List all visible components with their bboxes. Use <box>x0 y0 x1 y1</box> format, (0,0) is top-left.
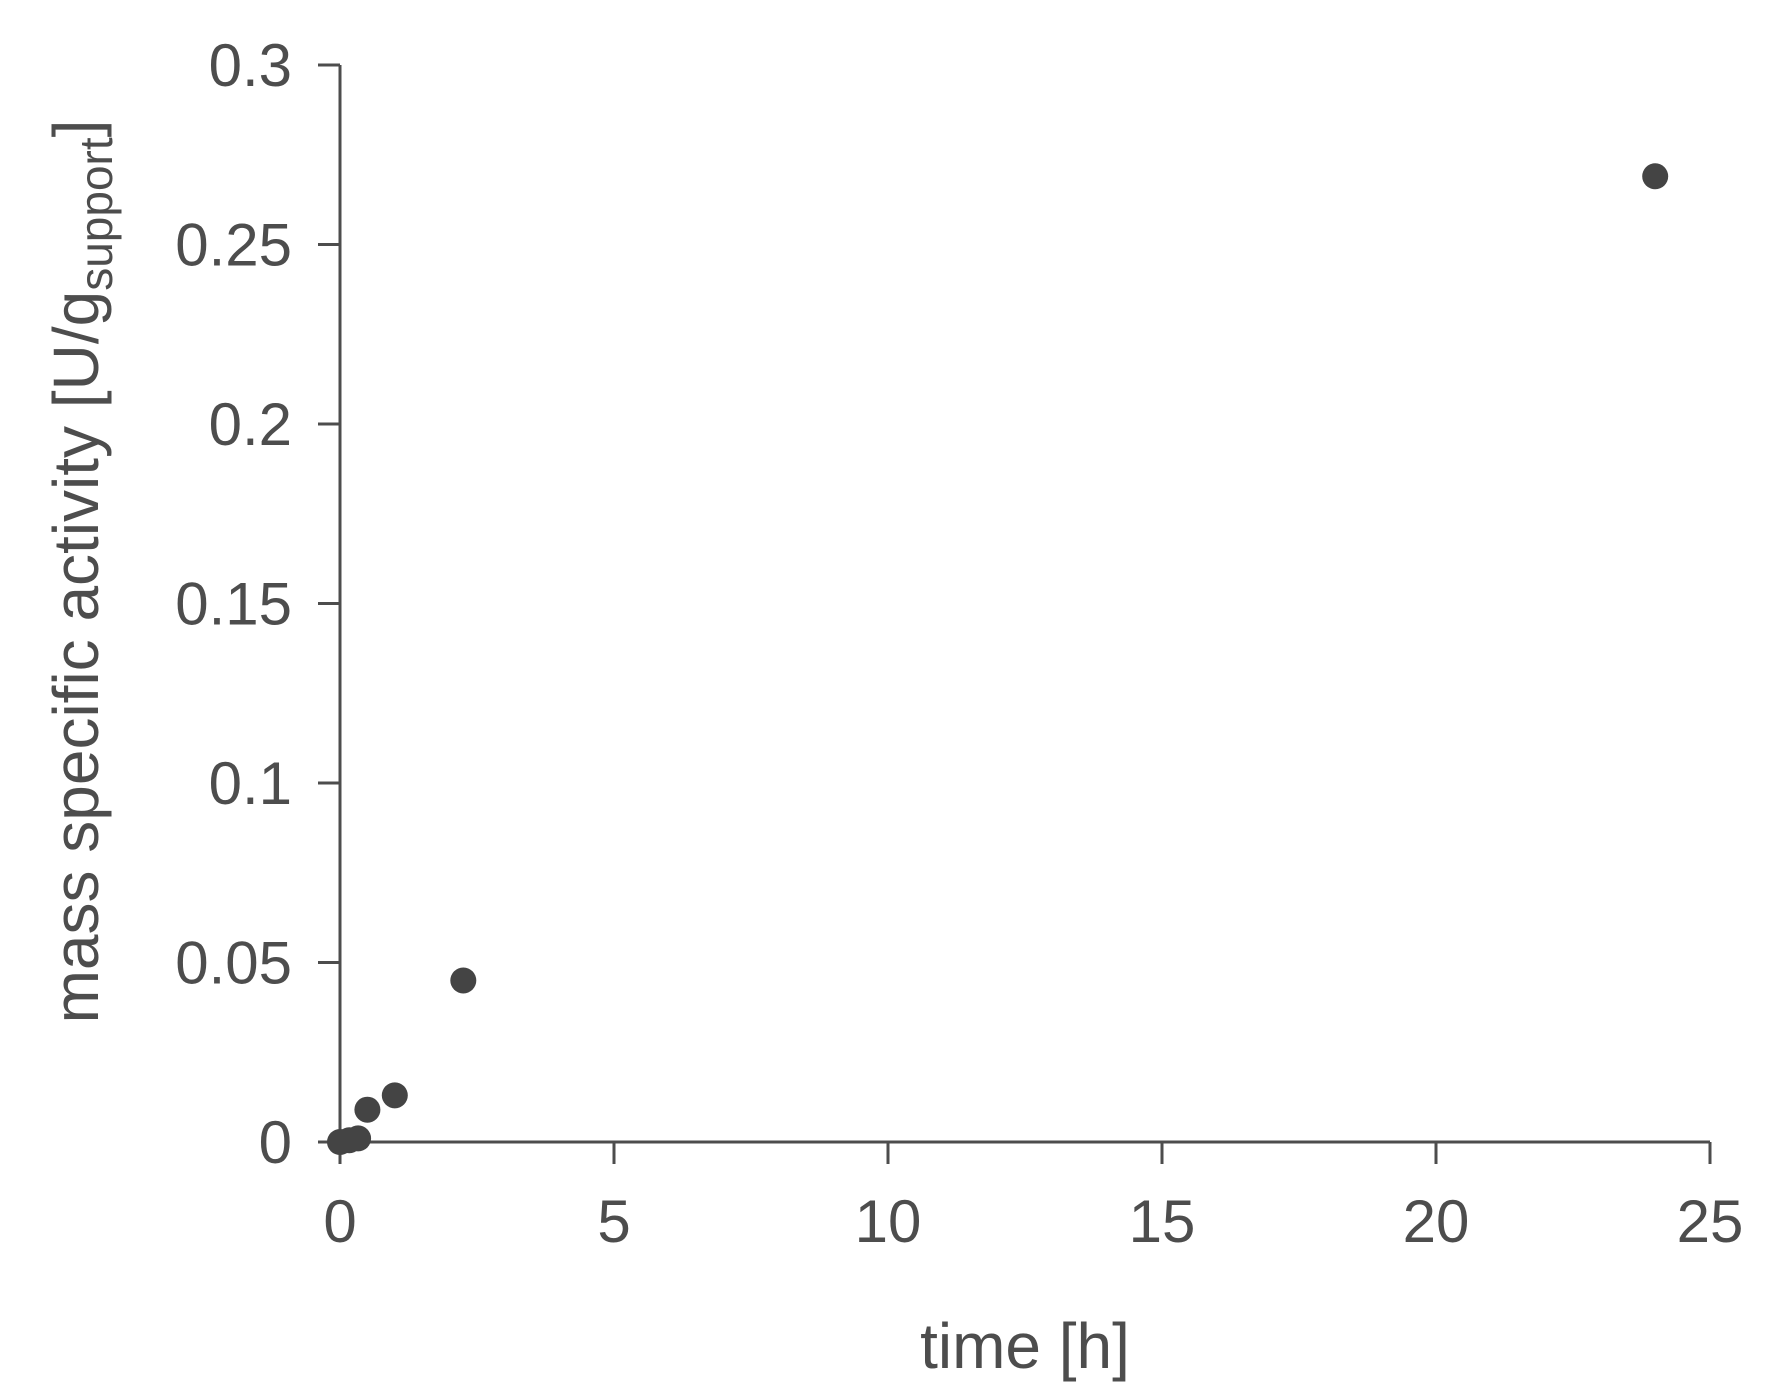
y-tick-label: 0 <box>259 1109 292 1176</box>
y-ticks: 0 0.05 0.1 0.15 0.2 0.25 0.3 <box>175 32 340 1176</box>
y-tick-label: 0.25 <box>175 212 292 279</box>
data-point <box>345 1125 372 1152</box>
y-axis-title-suffix: ] <box>40 120 112 138</box>
x-tick-label: 15 <box>1129 1188 1196 1255</box>
x-tick-label: 5 <box>597 1188 630 1255</box>
data-point <box>354 1096 381 1123</box>
y-axis-title-main: mass specific activity [U/g <box>40 291 112 1024</box>
y-tick-label: 0.2 <box>209 391 292 458</box>
y-tick-label: 0.15 <box>175 571 292 638</box>
x-axis-title: time [h] <box>920 1310 1130 1382</box>
y-tick-label: 0.1 <box>209 750 292 817</box>
x-tick-label: 25 <box>1677 1188 1744 1255</box>
x-ticks: 0 5 10 15 20 25 <box>323 1142 1743 1255</box>
data-point <box>450 967 477 994</box>
axes <box>338 65 1710 1144</box>
y-axis-title-subscript: support <box>70 137 122 291</box>
y-tick-label: 0.3 <box>209 32 292 99</box>
data-points <box>327 163 1669 1155</box>
x-tick-label: 20 <box>1403 1188 1470 1255</box>
x-tick-label: 0 <box>323 1188 356 1255</box>
y-axis-title: mass specific activity [U/gsupport] <box>40 120 122 1024</box>
x-tick-label: 10 <box>855 1188 922 1255</box>
y-tick-label: 0.05 <box>175 930 292 997</box>
data-point <box>1642 163 1669 190</box>
data-point <box>381 1082 408 1109</box>
